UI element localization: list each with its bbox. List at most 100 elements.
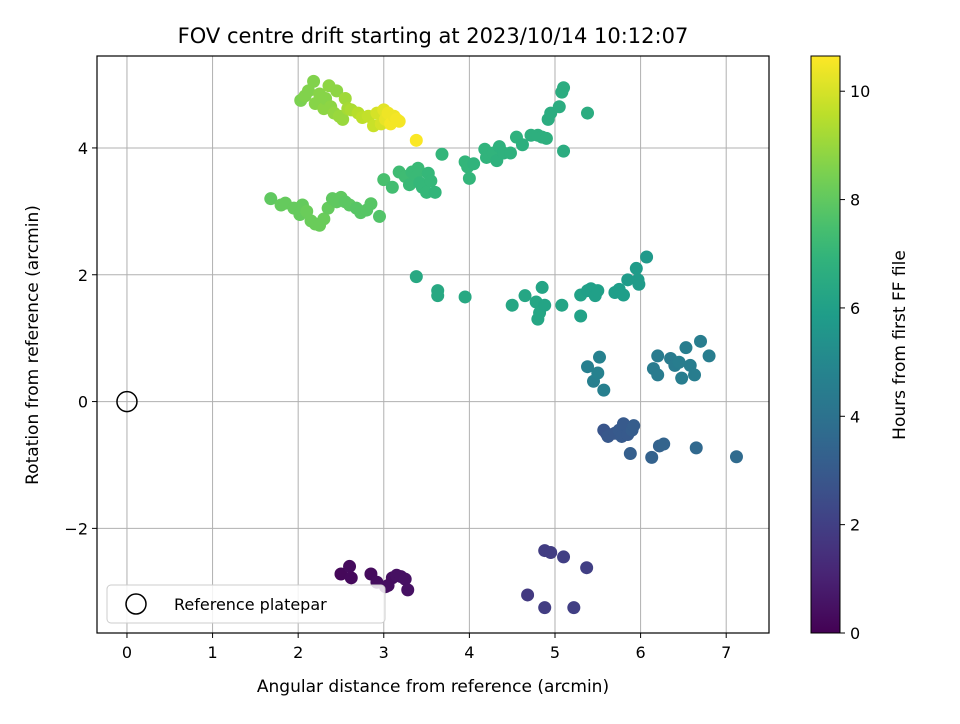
data-point bbox=[385, 180, 399, 194]
data-point bbox=[629, 261, 643, 275]
plot-frame bbox=[96, 55, 770, 634]
data-point bbox=[505, 298, 519, 312]
x-tick-label: 5 bbox=[550, 643, 560, 662]
data-point bbox=[392, 114, 406, 128]
data-point bbox=[336, 112, 350, 126]
data-point bbox=[409, 270, 423, 284]
data-point bbox=[581, 106, 595, 120]
data-point bbox=[702, 349, 716, 363]
data-point bbox=[632, 277, 646, 291]
data-point bbox=[330, 84, 344, 98]
data-point bbox=[458, 290, 472, 304]
data-point bbox=[645, 450, 659, 464]
data-point bbox=[591, 284, 605, 298]
data-point bbox=[344, 571, 358, 585]
data-point bbox=[689, 441, 703, 455]
data-point bbox=[581, 360, 595, 374]
data-point bbox=[688, 368, 702, 382]
data-point bbox=[409, 133, 423, 147]
colorbar-tick-label: 2 bbox=[850, 516, 860, 535]
data-point bbox=[424, 174, 438, 188]
data-point bbox=[377, 173, 391, 187]
data-point bbox=[531, 312, 545, 326]
colorbar-tick-label: 0 bbox=[850, 624, 860, 643]
data-point bbox=[538, 601, 552, 615]
x-tick-label: 1 bbox=[207, 643, 217, 662]
data-point bbox=[675, 371, 689, 385]
data-point bbox=[557, 550, 571, 564]
colorbar-tick-label: 6 bbox=[850, 299, 860, 318]
data-point bbox=[521, 588, 535, 602]
legend-marker bbox=[125, 593, 147, 615]
data-point bbox=[428, 185, 442, 199]
data-point bbox=[567, 601, 581, 615]
data-point bbox=[338, 91, 352, 105]
y-axis-ticks: −2 0 2 4 bbox=[64, 139, 97, 538]
x-axis-label: Angular distance from reference (arcmin) bbox=[257, 677, 609, 697]
x-tick-label: 6 bbox=[635, 643, 645, 662]
data-point bbox=[621, 273, 635, 287]
data-point bbox=[597, 383, 611, 397]
data-point bbox=[343, 559, 357, 573]
data-point bbox=[334, 567, 348, 581]
data-point bbox=[398, 572, 412, 586]
x-tick-label: 2 bbox=[293, 643, 303, 662]
colorbar-tick-label: 8 bbox=[850, 191, 860, 210]
data-point bbox=[580, 561, 594, 575]
data-point bbox=[411, 161, 425, 175]
data-point bbox=[544, 545, 558, 559]
data-point bbox=[593, 350, 607, 364]
data-point bbox=[264, 192, 278, 206]
x-axis-ticks: 0 1 2 3 4 5 6 7 bbox=[122, 633, 731, 662]
data-point bbox=[435, 147, 449, 161]
legend-entry: Reference platepar bbox=[174, 595, 327, 614]
colorbar-label: Hours from first FF file bbox=[890, 250, 910, 440]
data-point bbox=[539, 131, 553, 145]
y-tick-label: 0 bbox=[78, 393, 88, 412]
data-point bbox=[616, 288, 630, 302]
data-point bbox=[679, 341, 693, 355]
grid bbox=[97, 56, 769, 633]
data-point bbox=[651, 349, 665, 363]
y-tick-label: 4 bbox=[78, 139, 88, 158]
data-point bbox=[317, 212, 331, 226]
colorbar-tick-label: 4 bbox=[850, 407, 860, 426]
y-tick-label: −2 bbox=[64, 519, 88, 538]
data-point bbox=[301, 84, 315, 98]
y-tick-label: 2 bbox=[78, 266, 88, 285]
data-point bbox=[518, 289, 532, 303]
data-point bbox=[557, 144, 571, 158]
data-point bbox=[627, 419, 641, 433]
legend: Reference platepar bbox=[106, 584, 386, 624]
data-points bbox=[264, 74, 743, 615]
data-point bbox=[651, 368, 665, 382]
data-point bbox=[574, 309, 588, 323]
data-point bbox=[557, 81, 571, 95]
x-tick-label: 7 bbox=[721, 643, 731, 662]
data-point bbox=[372, 209, 386, 223]
data-point bbox=[364, 197, 378, 211]
data-point bbox=[431, 289, 445, 303]
data-point bbox=[657, 437, 671, 451]
data-point bbox=[401, 583, 415, 597]
data-point bbox=[694, 334, 708, 348]
x-tick-label: 0 bbox=[122, 643, 132, 662]
data-point bbox=[503, 146, 517, 160]
reference-point-marker bbox=[116, 390, 138, 413]
data-point bbox=[462, 171, 476, 185]
colorbar bbox=[810, 55, 841, 634]
data-point bbox=[535, 280, 549, 294]
colorbar-ticks: 0 2 4 6 8 10 bbox=[840, 82, 870, 643]
x-tick-label: 4 bbox=[464, 643, 474, 662]
data-point bbox=[672, 355, 686, 369]
x-tick-label: 3 bbox=[379, 643, 389, 662]
y-axis-label: Rotation from reference (arcmin) bbox=[23, 205, 43, 485]
legend-box bbox=[106, 584, 386, 624]
data-point bbox=[640, 250, 654, 264]
data-point bbox=[307, 74, 321, 88]
data-point bbox=[538, 298, 552, 312]
data-point bbox=[555, 298, 569, 312]
data-point bbox=[467, 157, 481, 171]
data-point bbox=[515, 138, 529, 152]
